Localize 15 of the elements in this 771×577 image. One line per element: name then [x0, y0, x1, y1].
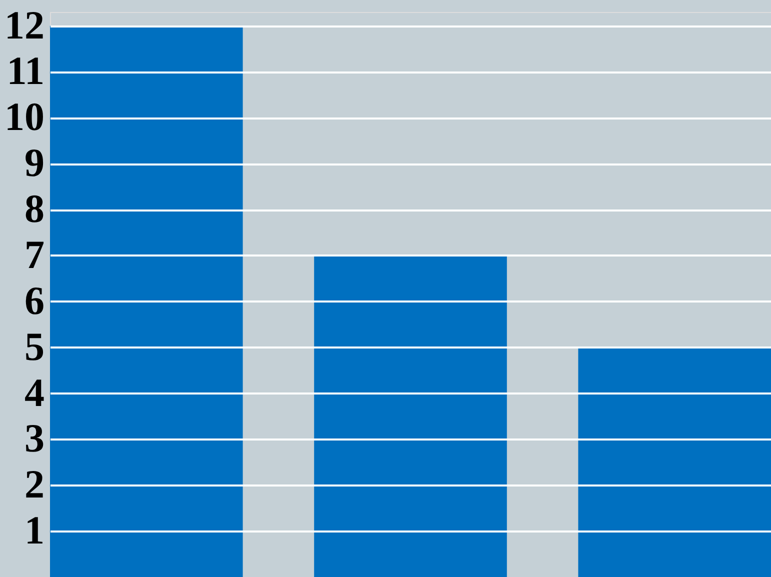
y-tick-label: 8: [24, 186, 44, 232]
y-tick-label: 3: [24, 416, 44, 461]
y-tick-label: 6: [24, 278, 44, 323]
bar: [314, 255, 507, 577]
y-tick-label: 7: [24, 232, 44, 277]
y-tick-label: 10: [4, 94, 44, 140]
bar: [50, 26, 243, 577]
y-tick-label: 2: [24, 462, 44, 507]
y-tick-label: 12: [4, 2, 44, 48]
y-tick-label: 1: [24, 508, 44, 553]
y-tick-label: 5: [24, 324, 44, 369]
y-tick-label: 11: [6, 48, 44, 94]
y-tick-label: 4: [24, 370, 44, 415]
bar: [578, 347, 771, 577]
y-tick-label: 9: [24, 140, 44, 186]
